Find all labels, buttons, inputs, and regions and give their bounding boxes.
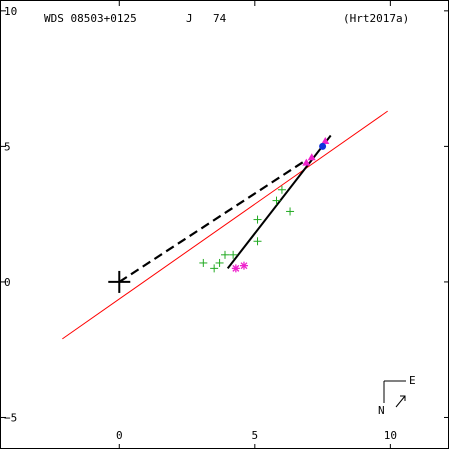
x-tick-label: 10 [384,429,397,442]
speckle-asterisk-point [231,264,240,273]
compass-east-label: E [409,374,416,387]
observation-plus-point [277,185,286,194]
compass-motion-arrow [395,395,406,408]
discoverer-number: 74 [213,12,227,25]
speckle-triangle-point [302,158,311,166]
reference: (Hrt2017a) [343,12,409,25]
observation-plus-point [215,258,224,267]
observation-plus-point [286,207,295,216]
x-tick-label: 0 [116,429,123,442]
speckle-asterisk-point [239,261,248,270]
observation-plus-point [253,237,262,246]
axis-tick-labels: 0 5 10 10 5 0 −5 [4,5,397,442]
chart-points [108,136,330,293]
speckle-triangle-point [307,153,316,161]
y-tick-label: 10 [4,5,17,18]
observation-plus-point [272,196,281,205]
dashed-line [118,159,307,283]
chart-header: WDS 08503+0125 J 74 (Hrt2017a) [44,12,409,25]
observation-plus-point [229,250,238,259]
asterisk-stroke [240,262,248,270]
x-tick-label: 5 [252,429,259,442]
y-tick-label: 5 [4,140,11,153]
observation-plus-point [199,258,208,267]
asterisk-stroke [232,264,240,272]
compass: E N [378,374,416,417]
wds-id: WDS 08503+0125 [44,12,137,25]
compass-north-label: N [378,404,385,417]
compass-arrow-head [400,395,406,401]
y-tick-label: −5 [4,411,17,424]
y-tick-label: 0 [4,276,11,289]
observation-plus-point [221,250,229,259]
speckle-triangle-point [321,136,330,144]
observation-plus-point [210,264,219,273]
fit-line [62,110,388,340]
last-observation-dot [319,142,327,150]
observation-plus-point [253,215,262,224]
discoverer-code: J [186,12,193,25]
